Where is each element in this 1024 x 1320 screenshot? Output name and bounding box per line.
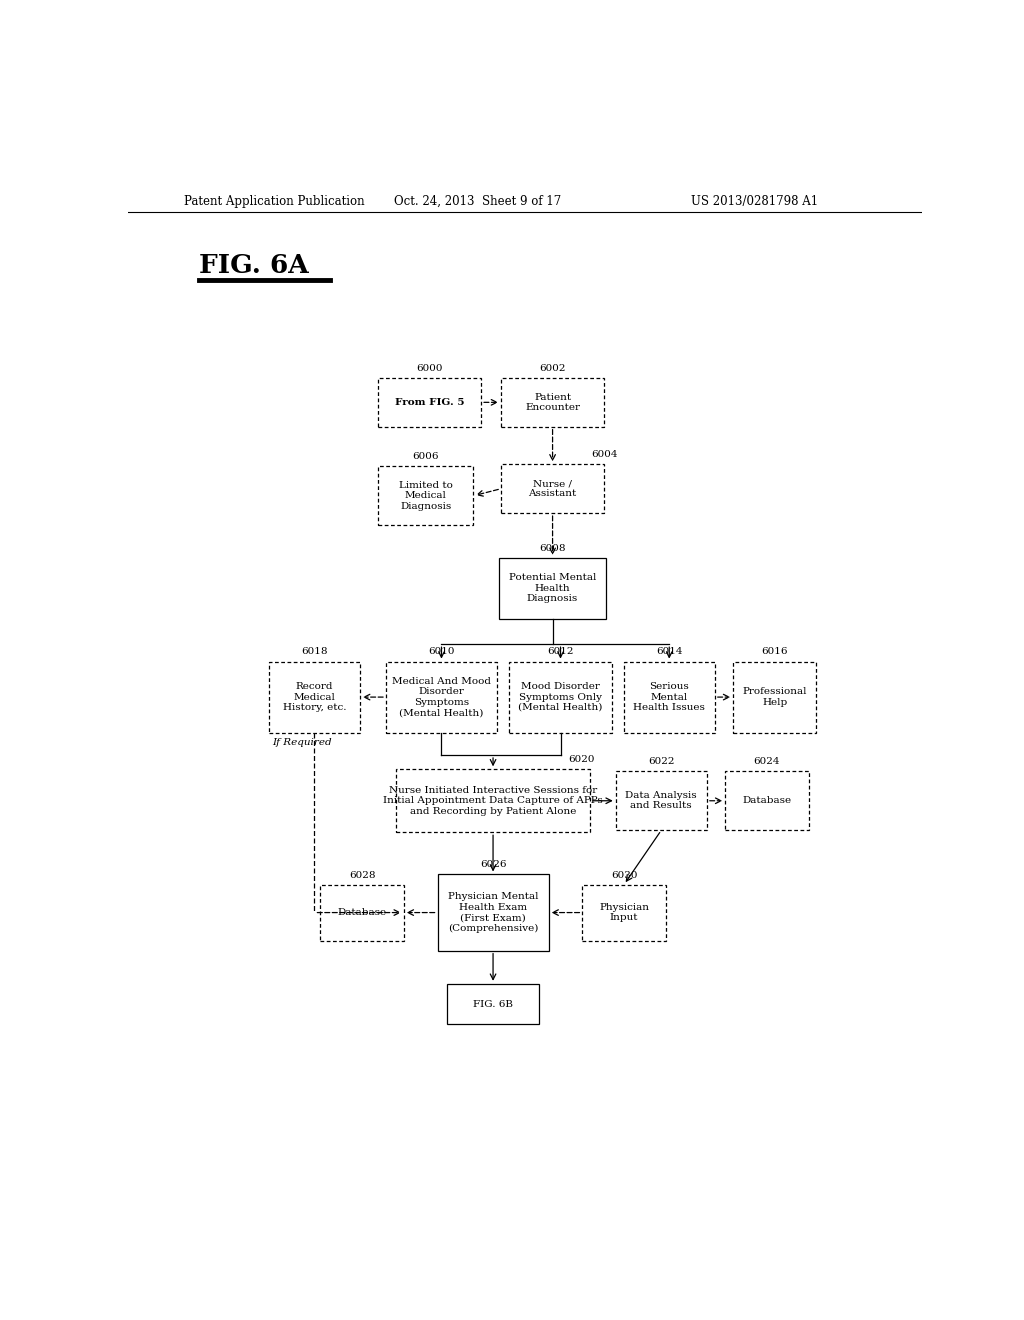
Text: 6012: 6012 bbox=[547, 647, 573, 656]
Text: 6026: 6026 bbox=[480, 861, 506, 870]
FancyBboxPatch shape bbox=[725, 771, 809, 830]
Text: 6028: 6028 bbox=[349, 870, 376, 879]
Text: 6006: 6006 bbox=[413, 453, 439, 461]
Text: Mood Disorder
Symptoms Only
(Mental Health): Mood Disorder Symptoms Only (Mental Heal… bbox=[518, 682, 603, 711]
Text: 6020: 6020 bbox=[568, 755, 595, 764]
Text: 6016: 6016 bbox=[762, 647, 788, 656]
Text: Serious
Mental
Health Issues: Serious Mental Health Issues bbox=[633, 682, 706, 711]
Text: 6024: 6024 bbox=[754, 758, 780, 766]
Text: 6018: 6018 bbox=[301, 647, 328, 656]
Text: Patient
Encounter: Patient Encounter bbox=[525, 392, 580, 412]
Text: Database: Database bbox=[742, 796, 792, 805]
FancyBboxPatch shape bbox=[378, 378, 481, 426]
FancyBboxPatch shape bbox=[501, 378, 604, 426]
Text: 6010: 6010 bbox=[428, 647, 455, 656]
FancyBboxPatch shape bbox=[378, 466, 473, 525]
FancyBboxPatch shape bbox=[733, 661, 816, 733]
Text: Physician
Input: Physician Input bbox=[599, 903, 649, 923]
FancyBboxPatch shape bbox=[437, 874, 549, 950]
Text: FIG. 6A: FIG. 6A bbox=[200, 252, 309, 277]
Text: Oct. 24, 2013  Sheet 9 of 17: Oct. 24, 2013 Sheet 9 of 17 bbox=[393, 194, 561, 207]
Text: Potential Mental
Health
Diagnosis: Potential Mental Health Diagnosis bbox=[509, 573, 596, 603]
Text: Nurse Initiated Interactive Sessions for
Initial Appointment Data Capture of APP: Nurse Initiated Interactive Sessions for… bbox=[383, 785, 603, 816]
Text: 6008: 6008 bbox=[540, 544, 566, 553]
FancyBboxPatch shape bbox=[624, 661, 715, 733]
Text: 6030: 6030 bbox=[610, 870, 637, 879]
Text: Medical And Mood
Disorder
Symptoms
(Mental Health): Medical And Mood Disorder Symptoms (Ment… bbox=[392, 677, 490, 717]
Text: US 2013/0281798 A1: US 2013/0281798 A1 bbox=[691, 194, 818, 207]
Text: Database: Database bbox=[338, 908, 387, 917]
Text: Nurse /
Assistant: Nurse / Assistant bbox=[528, 479, 577, 499]
Text: 6000: 6000 bbox=[417, 364, 442, 372]
Text: Data Analysis
and Results: Data Analysis and Results bbox=[626, 791, 697, 810]
FancyBboxPatch shape bbox=[615, 771, 707, 830]
Text: 6022: 6022 bbox=[648, 758, 675, 766]
Text: Record
Medical
History, etc.: Record Medical History, etc. bbox=[283, 682, 346, 711]
FancyBboxPatch shape bbox=[501, 465, 604, 513]
Text: Patent Application Publication: Patent Application Publication bbox=[183, 194, 365, 207]
Text: If Required: If Required bbox=[272, 738, 332, 747]
FancyBboxPatch shape bbox=[321, 884, 403, 941]
FancyBboxPatch shape bbox=[583, 884, 666, 941]
Text: 6002: 6002 bbox=[540, 364, 566, 372]
Text: 6014: 6014 bbox=[656, 647, 682, 656]
Text: Limited to
Medical
Diagnosis: Limited to Medical Diagnosis bbox=[398, 480, 453, 511]
Text: From FIG. 5: From FIG. 5 bbox=[395, 397, 464, 407]
Text: Physician Mental
Health Exam
(First Exam)
(Comprehensive): Physician Mental Health Exam (First Exam… bbox=[447, 892, 539, 933]
FancyBboxPatch shape bbox=[499, 558, 606, 619]
FancyBboxPatch shape bbox=[447, 983, 539, 1024]
FancyBboxPatch shape bbox=[509, 661, 612, 733]
Text: FIG. 6B: FIG. 6B bbox=[473, 999, 513, 1008]
Text: 6004: 6004 bbox=[591, 450, 617, 459]
FancyBboxPatch shape bbox=[386, 661, 497, 733]
Text: Professional
Help: Professional Help bbox=[742, 688, 807, 706]
FancyBboxPatch shape bbox=[269, 661, 360, 733]
FancyBboxPatch shape bbox=[396, 770, 590, 833]
